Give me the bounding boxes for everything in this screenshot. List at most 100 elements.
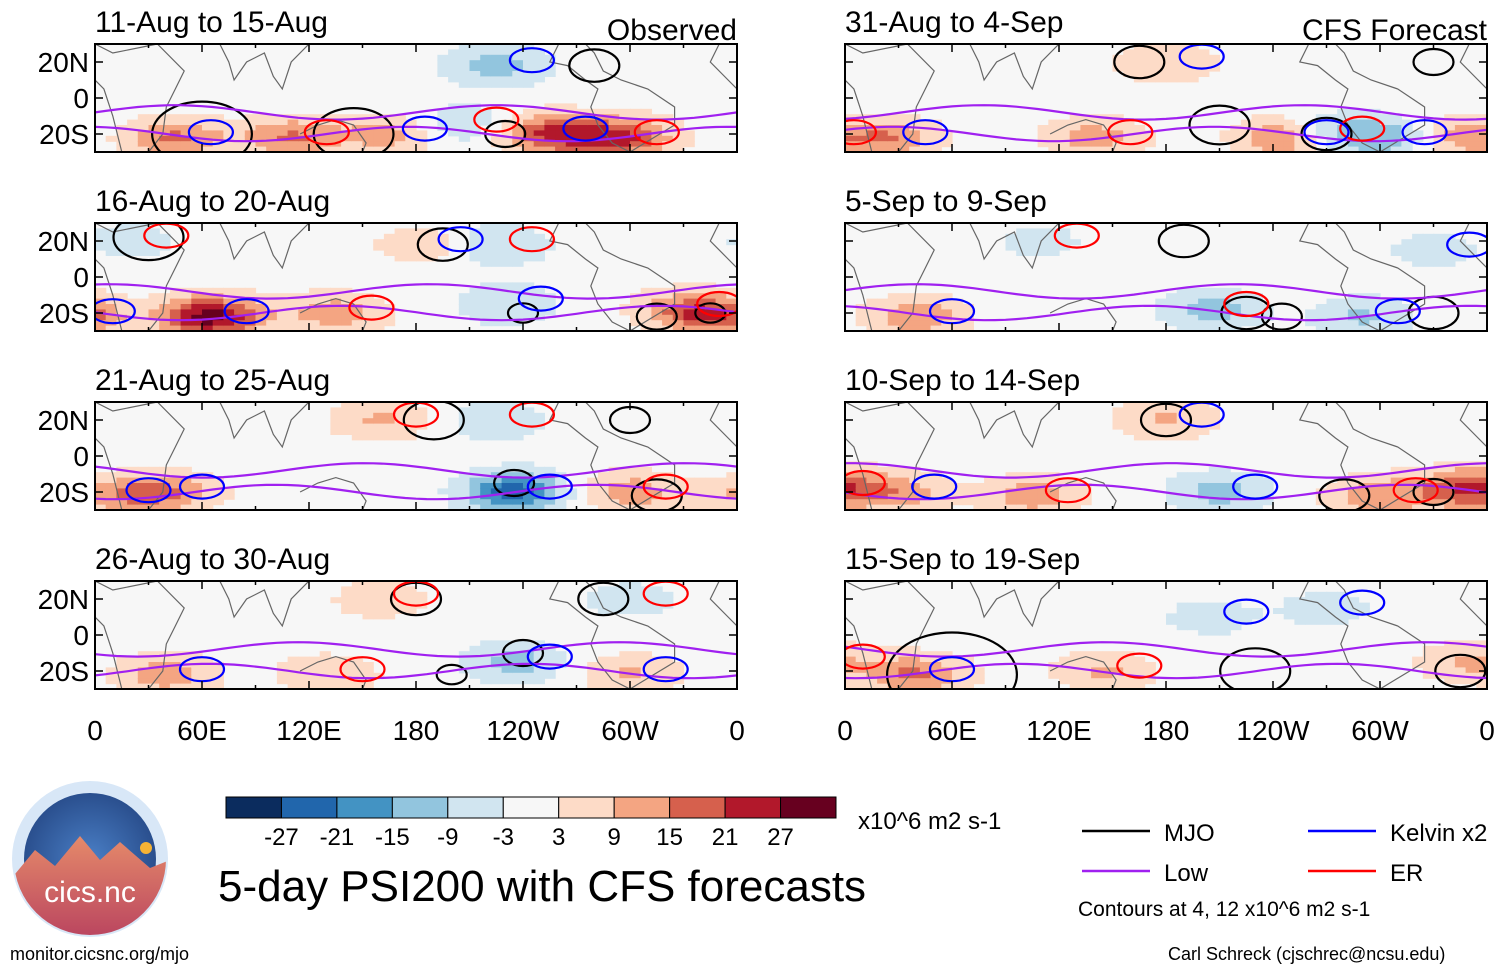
field-cell — [1091, 683, 1103, 689]
field-cell — [437, 114, 449, 121]
field-cell — [533, 65, 545, 72]
low-contour — [95, 125, 737, 143]
field-cell — [533, 49, 545, 56]
field-cell — [523, 125, 535, 131]
field-cell — [1401, 119, 1413, 126]
field-cell — [1454, 656, 1467, 663]
field-cell — [180, 135, 192, 142]
kelvin-contour — [1223, 598, 1270, 625]
field-cell — [533, 54, 545, 61]
field-cell — [448, 119, 460, 126]
field-cell — [1465, 119, 1477, 126]
field-cell — [362, 412, 374, 419]
field-cell — [1390, 314, 1402, 321]
field-cell — [341, 672, 353, 679]
field-cell — [137, 239, 150, 246]
field-cell — [1422, 260, 1435, 267]
field-cell — [1059, 239, 1071, 246]
field-cell — [630, 591, 642, 598]
field-cell — [330, 119, 342, 126]
field-cell — [1347, 304, 1360, 310]
field-cell — [1080, 662, 1092, 668]
field-cell — [373, 412, 385, 419]
field-cell — [1187, 314, 1199, 321]
field-cell — [480, 662, 492, 668]
field-cell — [630, 314, 642, 321]
field-cell — [1144, 130, 1156, 137]
field-cell — [1412, 244, 1424, 251]
field-cell — [1454, 244, 1467, 251]
field-cell — [1380, 114, 1392, 121]
field-cell — [1208, 483, 1221, 489]
field-cell — [651, 477, 663, 484]
field-cell — [191, 656, 203, 663]
field-cell — [630, 472, 642, 479]
field-cell — [952, 314, 964, 321]
field-cell — [597, 602, 610, 609]
field-cell — [137, 304, 150, 310]
field-cell — [330, 293, 342, 300]
field-cell — [405, 233, 417, 240]
field-cell — [1166, 76, 1178, 83]
field-cell — [1433, 260, 1445, 267]
field-cell — [877, 320, 889, 327]
field-cell — [1198, 488, 1210, 495]
field-cell — [202, 119, 214, 126]
field-cell — [544, 504, 556, 510]
field-cell — [405, 125, 417, 131]
contour-overlays — [845, 44, 1487, 152]
field-cell — [362, 591, 374, 598]
field-cell — [159, 683, 171, 689]
field-cell — [416, 135, 428, 142]
field-cell — [845, 466, 857, 473]
field-cell — [255, 304, 267, 310]
main-title: 5-day PSI200 with CFS forecasts — [218, 862, 867, 911]
field-cell — [512, 130, 524, 137]
field-cell — [127, 125, 139, 131]
field-cell — [394, 407, 406, 414]
colorbar-swatch — [225, 796, 282, 819]
field-cell — [373, 608, 385, 614]
field-cell — [1358, 108, 1370, 115]
field-cell — [1465, 244, 1477, 251]
field-cell — [587, 683, 599, 689]
field-cell — [512, 125, 524, 131]
field-cell — [651, 597, 663, 604]
field-cell — [1337, 602, 1349, 609]
field-cell — [1422, 255, 1435, 262]
field-cell — [480, 293, 492, 300]
field-cell — [202, 114, 214, 121]
field-cell — [1251, 135, 1263, 142]
field-cell — [137, 320, 150, 327]
field-cell — [919, 678, 932, 685]
field-cell — [597, 504, 610, 510]
field-cell — [1262, 146, 1274, 152]
field-cell — [169, 304, 182, 310]
field-cell — [480, 667, 492, 674]
field-cell — [105, 309, 117, 316]
field-cell — [512, 71, 524, 77]
field-cell — [1369, 125, 1381, 131]
field-cell — [309, 141, 321, 148]
field-cell — [1251, 130, 1263, 137]
field-cell — [1465, 141, 1477, 148]
field-cell — [319, 146, 331, 152]
field-cell — [1048, 135, 1060, 142]
field-cell — [116, 672, 128, 679]
field-cell — [1144, 423, 1156, 430]
field-cell — [1187, 418, 1199, 425]
field-cell — [180, 119, 192, 126]
field-cell — [1176, 320, 1188, 327]
field-cell — [544, 114, 556, 121]
field-cell — [640, 608, 652, 614]
mjo-contour — [1412, 47, 1455, 77]
field-cell — [1380, 141, 1392, 148]
field-cell — [405, 597, 417, 604]
field-cell — [394, 597, 406, 604]
field-cell — [1133, 667, 1146, 674]
field-cell — [1123, 49, 1135, 56]
field-cell — [1037, 125, 1049, 131]
field-cell — [1219, 499, 1231, 506]
field-cell — [523, 141, 535, 148]
